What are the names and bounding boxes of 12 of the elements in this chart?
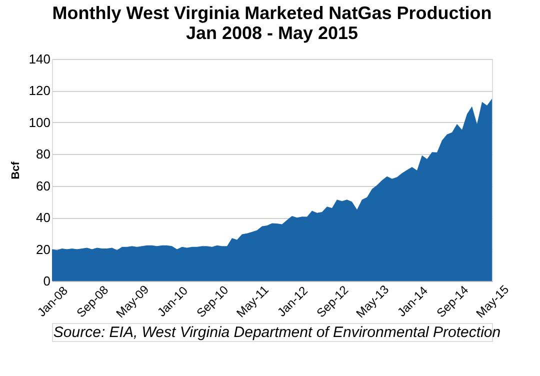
y-tick-label: 100	[28, 114, 50, 130]
source-note: Source: EIA, West Virginia Department of Environmental Protection	[53, 324, 501, 341]
y-tick-label: 0	[43, 274, 50, 288]
text: Jan 2008 - May 2015	[186, 23, 358, 43]
y-tick-label: 80	[36, 146, 50, 162]
y-tick-label: 120	[28, 83, 50, 98]
y-tick-label: 140	[28, 52, 50, 66]
text: Monthly West Virginia Marketed NatGas Production	[52, 3, 492, 23]
y-tick-label: 40	[36, 210, 50, 226]
y-tick-label: 20	[36, 242, 50, 257]
y-axis-title: Bcf	[10, 161, 22, 180]
y-tick-label: 60	[36, 178, 50, 194]
